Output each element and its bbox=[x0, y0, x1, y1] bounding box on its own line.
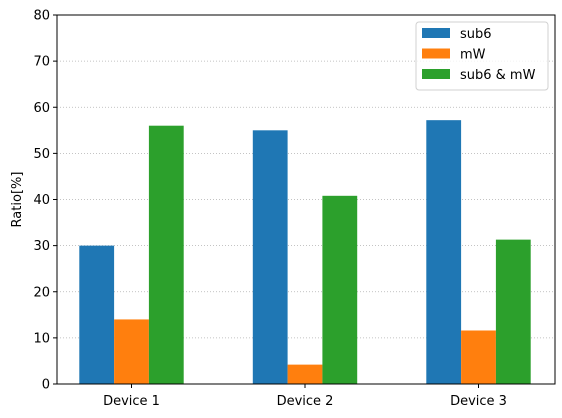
bar bbox=[426, 120, 462, 384]
bar bbox=[148, 125, 184, 384]
x-tick-label: Device 1 bbox=[103, 394, 160, 409]
y-tick-label: 10 bbox=[33, 331, 50, 346]
y-axis: 0 10 20 30 40 50 60 70 80 bbox=[33, 9, 57, 393]
legend-label: mW bbox=[460, 48, 486, 63]
y-tick-label: 0 bbox=[42, 378, 50, 393]
bar bbox=[287, 364, 323, 384]
legend-label: sub6 bbox=[460, 27, 492, 42]
y-tick-label: 40 bbox=[33, 193, 50, 208]
legend-swatch bbox=[422, 69, 450, 79]
y-tick-label: 70 bbox=[33, 55, 50, 70]
legend-swatch bbox=[422, 28, 450, 38]
bar bbox=[461, 330, 496, 384]
legend-label: sub6 & mW bbox=[460, 68, 536, 83]
grid-lines bbox=[57, 60, 555, 339]
x-tick-label: Device 3 bbox=[450, 394, 507, 409]
y-tick-label: 80 bbox=[33, 9, 50, 24]
y-tick-label: 50 bbox=[33, 147, 50, 162]
y-tick-label: 60 bbox=[33, 101, 50, 116]
y-tick-label: 30 bbox=[33, 239, 50, 254]
y-tick-label: 20 bbox=[33, 285, 50, 300]
legend: sub6 mW sub6 & mW bbox=[415, 21, 549, 91]
x-axis: Device 1 Device 2 Device 3 bbox=[103, 384, 507, 409]
legend-swatch bbox=[422, 48, 450, 59]
bar bbox=[495, 239, 531, 384]
y-axis-label: Ratio[%] bbox=[10, 172, 25, 228]
x-tick-label: Device 2 bbox=[277, 394, 334, 409]
bar bbox=[114, 319, 149, 384]
bar bbox=[79, 245, 115, 384]
bars bbox=[79, 120, 531, 384]
bar bbox=[322, 195, 358, 384]
bar bbox=[252, 130, 288, 384]
